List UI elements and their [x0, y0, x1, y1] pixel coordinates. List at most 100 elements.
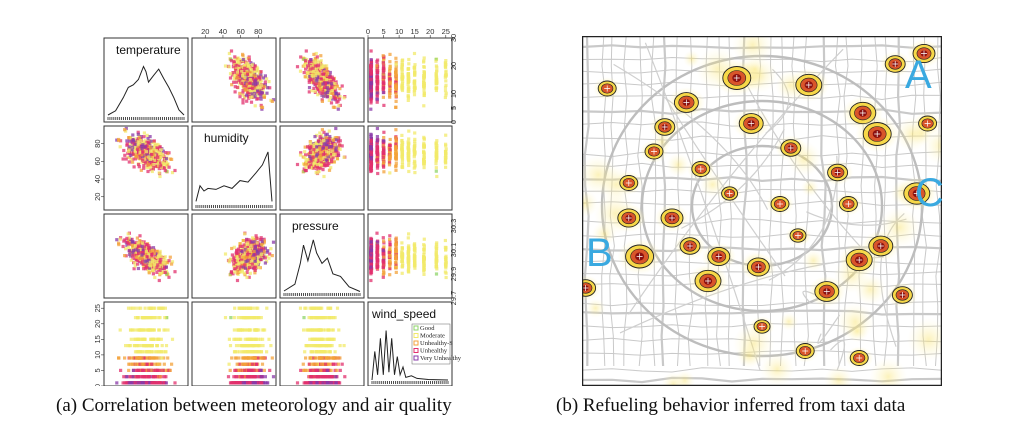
- data-point: [259, 103, 263, 107]
- data-point: [331, 138, 335, 143]
- data-point: [173, 168, 177, 173]
- data-point: [326, 150, 330, 154]
- data-point: [138, 150, 142, 154]
- data-point: [311, 166, 315, 170]
- data-point: [330, 75, 334, 79]
- data-point: [394, 128, 398, 132]
- scatterplot-matrix: temperaturehumiditypressurewind_speedGoo…: [93, 27, 462, 386]
- data-point: [242, 84, 246, 88]
- data-point: [143, 142, 147, 146]
- data-point: [146, 137, 150, 141]
- data-point: [233, 85, 237, 89]
- data-point: [325, 67, 329, 71]
- data-point: [246, 93, 251, 97]
- data-point: [422, 248, 426, 252]
- data-point: [145, 143, 149, 147]
- data-point: [413, 86, 417, 90]
- data-point: [434, 88, 438, 93]
- data-point: [317, 91, 322, 95]
- data-point: [271, 98, 276, 102]
- data-point: [232, 263, 236, 267]
- data-point: [125, 139, 129, 143]
- data-point: [381, 139, 386, 143]
- data-point: [382, 271, 386, 275]
- data-point: [435, 80, 439, 85]
- data-point: [412, 65, 416, 69]
- data-point: [147, 140, 151, 144]
- data-point: [167, 165, 171, 169]
- data-point: [241, 260, 245, 264]
- data-point: [422, 145, 426, 149]
- data-point: [256, 79, 260, 83]
- data-point: [130, 243, 134, 247]
- data-point: [315, 58, 319, 62]
- data-point: [381, 248, 385, 253]
- data-point: [321, 168, 325, 172]
- data-point: [262, 250, 266, 254]
- data-point: [160, 152, 164, 156]
- data-point: [435, 241, 439, 245]
- data-point: [164, 344, 169, 348]
- data-point: [333, 143, 337, 147]
- data-point: [434, 59, 438, 63]
- data-point: [388, 260, 392, 264]
- data-point: [394, 84, 398, 89]
- data-point: [135, 244, 139, 248]
- panel-pressure-vs-wind_speed: [367, 213, 453, 299]
- data-point: [238, 267, 243, 271]
- data-point: [173, 270, 177, 274]
- data-point: [407, 57, 411, 62]
- data-point: [388, 267, 392, 271]
- data-point: [312, 86, 316, 90]
- panel-pressure-vs-pressure: pressure: [279, 213, 365, 299]
- data-point: [245, 64, 249, 68]
- data-point: [241, 255, 245, 259]
- data-point: [164, 259, 168, 263]
- data-point: [312, 145, 316, 149]
- data-point: [148, 161, 152, 165]
- data-point: [406, 140, 410, 144]
- data-point: [434, 158, 438, 162]
- data-point: [265, 77, 269, 81]
- data-point: [382, 241, 386, 245]
- data-point: [388, 171, 392, 175]
- data-point: [328, 75, 332, 80]
- data-point: [330, 141, 334, 145]
- data-point: [259, 248, 263, 253]
- data-point: [400, 163, 405, 167]
- data-point: [340, 84, 344, 88]
- data-point: [394, 87, 398, 91]
- data-point: [259, 252, 264, 256]
- data-point: [394, 78, 398, 82]
- data-point: [382, 157, 386, 161]
- data-point: [129, 135, 133, 139]
- data-point: [381, 265, 385, 269]
- data-point: [253, 79, 257, 83]
- data-point: [313, 142, 317, 146]
- data-point: [394, 261, 398, 265]
- data-point: [313, 89, 317, 93]
- data-point: [328, 138, 332, 142]
- data-point: [381, 85, 385, 89]
- data-point: [145, 152, 149, 156]
- data-point: [338, 147, 342, 151]
- data-point: [327, 78, 331, 82]
- data-point: [132, 246, 136, 250]
- data-point: [249, 61, 253, 65]
- data-point: [249, 68, 254, 72]
- data-point: [435, 153, 439, 157]
- data-point: [381, 95, 385, 99]
- data-point: [444, 165, 448, 169]
- data-point: [248, 95, 253, 100]
- data-point: [322, 130, 326, 134]
- data-point: [155, 249, 159, 253]
- data-point: [250, 240, 254, 244]
- data-point: [163, 162, 167, 166]
- data-point: [307, 90, 311, 94]
- data-point: [228, 72, 233, 76]
- data-point: [306, 72, 310, 76]
- data-point: [243, 252, 247, 256]
- data-point: [400, 247, 404, 251]
- data-point: [125, 240, 129, 245]
- data-point: [254, 234, 258, 238]
